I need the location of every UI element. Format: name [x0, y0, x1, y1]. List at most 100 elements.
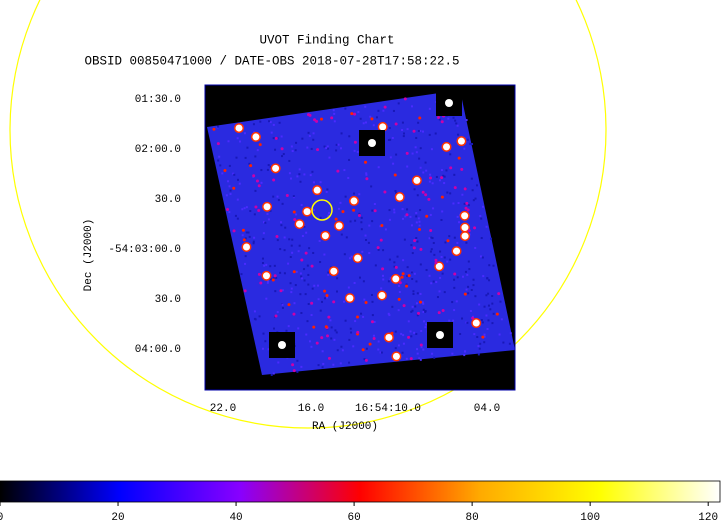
- noise: [360, 221, 363, 224]
- noise: [305, 333, 308, 336]
- noise: [265, 263, 268, 266]
- star: [326, 334, 330, 338]
- noise: [228, 164, 231, 167]
- noise: [273, 327, 276, 330]
- noise: [365, 172, 368, 175]
- noise: [422, 308, 425, 311]
- noise: [362, 280, 365, 283]
- noise: [289, 282, 292, 285]
- noise: [415, 221, 418, 224]
- noise: [269, 121, 272, 124]
- star: [383, 105, 387, 109]
- noise: [362, 315, 365, 318]
- noise: [487, 319, 490, 322]
- noise: [311, 208, 314, 211]
- noise: [491, 322, 494, 325]
- noise: [267, 218, 270, 221]
- star: [370, 117, 374, 121]
- noise: [418, 157, 421, 160]
- noise: [306, 264, 309, 267]
- noise: [382, 274, 385, 277]
- star: [495, 312, 499, 316]
- noise: [428, 237, 431, 240]
- noise: [317, 284, 320, 287]
- noise: [429, 173, 432, 176]
- noise: [299, 293, 302, 296]
- noise: [410, 310, 413, 313]
- y-tick-label: 30.0: [155, 294, 181, 306]
- noise: [301, 137, 304, 140]
- star: [418, 227, 422, 231]
- star: [405, 284, 409, 288]
- noise: [401, 128, 404, 131]
- noise: [428, 180, 431, 183]
- star: [461, 232, 469, 240]
- noise: [357, 111, 360, 114]
- noise: [413, 331, 416, 334]
- star: [273, 274, 277, 278]
- noise: [272, 195, 275, 198]
- star: [223, 168, 227, 172]
- star: [323, 289, 327, 293]
- noise: [482, 205, 485, 208]
- noise: [434, 132, 437, 135]
- noise: [274, 290, 277, 293]
- noise: [245, 206, 248, 209]
- star: [419, 247, 423, 251]
- noise: [502, 341, 505, 344]
- star: [365, 177, 369, 181]
- noise: [463, 354, 466, 357]
- noise: [327, 214, 330, 217]
- noise: [290, 287, 293, 290]
- noise: [428, 107, 431, 110]
- star: [441, 308, 445, 312]
- noise: [410, 244, 413, 247]
- noise: [377, 166, 380, 169]
- noise: [432, 241, 435, 244]
- noise: [264, 340, 267, 343]
- noise: [334, 329, 337, 332]
- star: [434, 261, 438, 265]
- star: [357, 214, 361, 218]
- noise: [440, 169, 443, 172]
- star: [274, 314, 278, 318]
- noise: [392, 162, 395, 165]
- star: [471, 316, 475, 320]
- noise: [369, 115, 372, 118]
- noise: [415, 302, 418, 305]
- noise: [252, 240, 255, 243]
- star: [303, 208, 311, 216]
- noise: [281, 306, 284, 309]
- noise: [508, 342, 511, 345]
- noise: [368, 252, 371, 255]
- noise: [418, 224, 421, 227]
- noise: [440, 255, 443, 258]
- noise: [425, 323, 428, 326]
- noise: [290, 291, 293, 294]
- noise: [485, 294, 488, 297]
- noise: [397, 102, 400, 105]
- noise: [387, 280, 390, 283]
- noise: [280, 135, 283, 138]
- star: [327, 315, 331, 319]
- noise: [388, 127, 391, 130]
- star: [316, 148, 320, 152]
- noise: [477, 345, 480, 348]
- noise: [403, 132, 406, 135]
- noise: [445, 169, 448, 172]
- noise: [415, 211, 418, 214]
- noise: [373, 203, 376, 206]
- noise: [430, 248, 433, 251]
- noise: [451, 301, 454, 304]
- noise: [267, 348, 270, 351]
- noise: [468, 268, 471, 271]
- noise: [267, 280, 270, 283]
- star: [400, 275, 404, 279]
- star: [453, 272, 457, 276]
- noise: [290, 145, 293, 148]
- noise: [387, 312, 390, 315]
- noise: [281, 155, 284, 158]
- noise: [354, 219, 357, 222]
- star: [292, 210, 296, 214]
- noise: [243, 132, 246, 135]
